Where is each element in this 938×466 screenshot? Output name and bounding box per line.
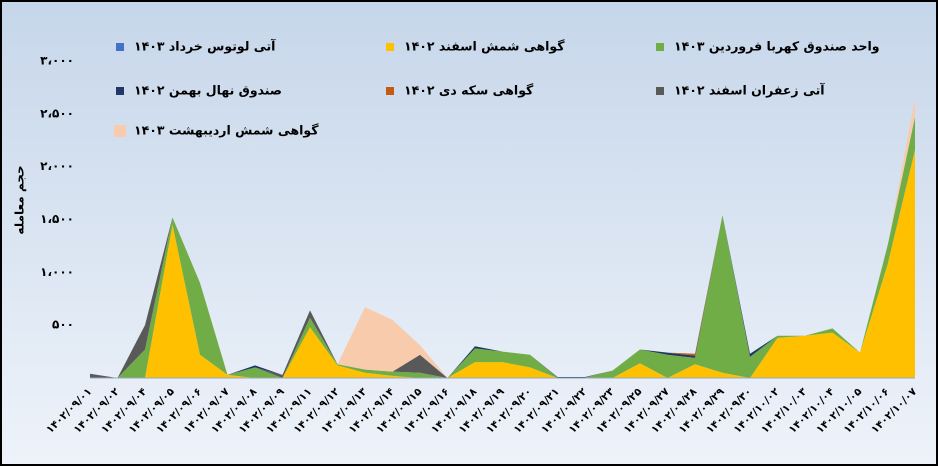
y-axis-label: حجم معامله <box>13 165 27 234</box>
legend-label: صندوق نهال بهمن ۱۴۰۲ <box>134 83 282 98</box>
area <box>90 117 915 379</box>
legend-marker <box>656 87 664 95</box>
legend-marker <box>386 87 394 95</box>
legend-marker <box>386 43 394 51</box>
y-tick-label: ۲،۰۰۰ <box>40 159 74 173</box>
legend-marker <box>116 43 124 51</box>
legend-label: واحد صندوق کهربا فروردین ۱۴۰۳ <box>674 39 880 54</box>
legend-label: گواهی شمش اسفند ۱۴۰۲ <box>404 39 565 54</box>
legend-label: گواهی شمش اردیبهشت ۱۴۰۳ <box>134 123 319 138</box>
y-tick-label: ۲،۵۰۰ <box>40 106 74 120</box>
legend-label: آتی زعفران اسفند ۱۴۰۲ <box>674 83 825 98</box>
legend-label: گواهی سکه دی ۱۴۰۲ <box>404 83 534 98</box>
area <box>90 149 915 378</box>
y-tick-label: ۳،۰۰۰ <box>40 54 74 68</box>
y-tick-label: ۱،۵۰۰ <box>40 212 74 226</box>
y-tick-label: ۵۰۰ <box>52 318 74 332</box>
legend-label: آتی لوتوس خرداد ۱۴۰۳ <box>134 39 276 54</box>
legend-marker <box>114 125 126 137</box>
legend-marker <box>656 43 664 51</box>
legend-marker <box>116 87 124 95</box>
y-tick-label: ۱،۰۰۰ <box>40 265 74 279</box>
